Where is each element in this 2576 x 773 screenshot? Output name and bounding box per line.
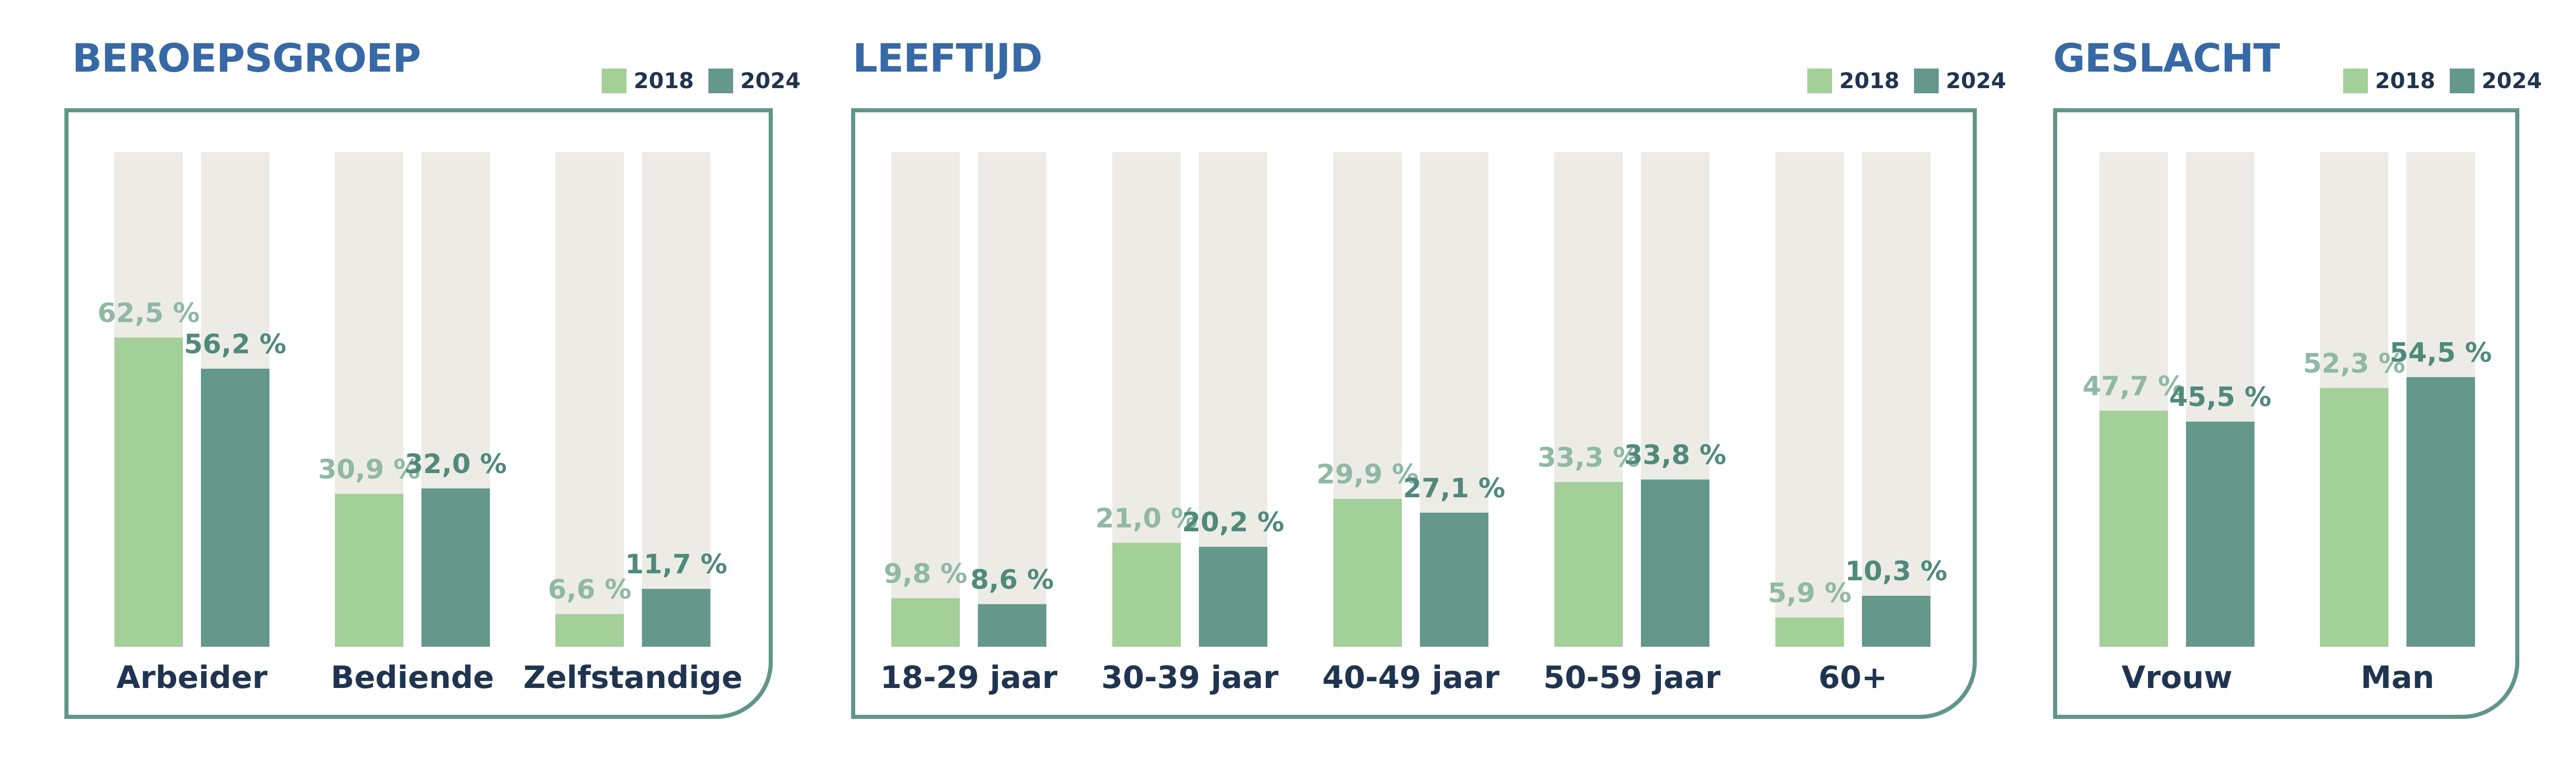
legend-item-2024: 2024: [708, 68, 801, 93]
data-label-2024: 10,3 %: [1845, 556, 1947, 587]
chart-frame-leeftijd: [851, 108, 1977, 719]
bar-2024: [201, 368, 269, 647]
data-label-2018: 30,9 %: [318, 454, 420, 485]
legend-label-2024: 2024: [2481, 68, 2542, 93]
bar-2024: [1862, 596, 1930, 647]
legend-label-2018: 2018: [634, 68, 694, 93]
legend-label-2024: 2024: [740, 68, 801, 93]
legend-swatch-2018: [1807, 68, 1832, 93]
data-label-2018: 6,6 %: [548, 575, 631, 606]
data-label-2018: 52,3 %: [2303, 348, 2405, 379]
panel-title-geslacht: GESLACHT: [2053, 35, 2280, 81]
category-label: 60+: [1819, 660, 1888, 696]
bar-2024: [2186, 422, 2255, 647]
data-label-2024: 33,8 %: [1624, 440, 1726, 471]
bar-2024: [2406, 377, 2475, 647]
data-label-2018: 21,0 %: [1095, 503, 1198, 534]
bar-2018: [335, 494, 403, 647]
legend-label-2018: 2018: [1839, 68, 1900, 93]
category-label: Vrouw: [2122, 660, 2232, 696]
bar-2024: [1199, 547, 1267, 647]
chart-frame-geslacht: [2053, 108, 2519, 719]
bar-2018: [114, 338, 183, 647]
data-label-2024: 56,2 %: [184, 329, 286, 360]
data-label-2018: 5,9 %: [1768, 578, 1851, 609]
bar-track-2018: [891, 152, 960, 647]
bar-2018: [2099, 411, 2168, 647]
bar-track-2018: [555, 152, 624, 647]
bar-2024: [421, 488, 490, 647]
bar-2018: [1775, 617, 1844, 647]
legend-swatch-2024: [2449, 68, 2475, 93]
bar-2018: [555, 614, 624, 647]
category-label: Zelfstandige: [523, 660, 743, 696]
category-label: 40-49 jaar: [1323, 660, 1500, 696]
bar-2018: [2320, 388, 2388, 647]
bar-track-2024: [1862, 152, 1930, 647]
category-label: Man: [2361, 660, 2434, 696]
data-label-2024: 27,1 %: [1403, 473, 1505, 504]
data-label-2018: 47,7 %: [2082, 371, 2185, 402]
legend-beroepsgroep: 2018 2024: [587, 68, 801, 93]
bar-track-2018: [1775, 152, 1844, 647]
legend-swatch-2024: [708, 68, 733, 93]
legend-leeftijd: 2018 2024: [1793, 68, 2006, 93]
panel-leeftijd: LEEFTIJD 2018 2024 9,8 % 8,6 % 18-29 jaar 2…: [851, 35, 2006, 719]
bar-2018: [1554, 482, 1623, 647]
data-label-2018: 9,8 %: [884, 559, 967, 590]
legend-item-2024: 2024: [1913, 68, 2006, 93]
legend-item-2018: 2018: [2343, 68, 2435, 93]
legend-swatch-2024: [1913, 68, 1939, 93]
bar-2024: [1420, 512, 1488, 647]
category-label: 50-59 jaar: [1544, 660, 1721, 696]
data-label-2018: 62,5 %: [97, 298, 200, 329]
bar-2024: [1641, 479, 1709, 647]
legend-item-2018: 2018: [602, 68, 694, 93]
legend-label-2024: 2024: [1945, 68, 2006, 93]
data-label-2024: 20,2 %: [1182, 507, 1284, 538]
chart-frame-beroepsgroep: [64, 108, 773, 719]
data-label-2018: 29,9 %: [1316, 459, 1419, 490]
bar-track-2024: [978, 152, 1046, 647]
category-label: 18-29 jaar: [880, 660, 1058, 696]
bar-2024: [642, 589, 710, 647]
bar-2018: [1333, 498, 1402, 647]
category-label: Arbeider: [116, 660, 268, 696]
legend-item-2024: 2024: [2449, 68, 2542, 93]
bar-2018: [891, 598, 960, 647]
data-label-2018: 33,3 %: [1537, 442, 1640, 473]
legend-geslacht: 2018 2024: [2329, 68, 2542, 93]
legend-swatch-2018: [2343, 68, 2368, 93]
category-label: Bediende: [331, 660, 494, 696]
panel-beroepsgroep: BEROEPSGROEP 2018 2024 62,5 % 56,2 % Arbei…: [0, 0, 801, 773]
legend-swatch-2018: [602, 68, 626, 93]
panel-title-beroepsgroep: BEROEPSGROEP: [72, 35, 421, 81]
bar-2018: [1112, 543, 1181, 647]
bar-track-2024: [642, 152, 710, 647]
data-label-2024: 8,6 %: [970, 564, 1054, 595]
data-label-2024: 11,7 %: [625, 549, 727, 580]
legend-item-2018: 2018: [1807, 68, 1900, 93]
bar-2024: [978, 604, 1046, 647]
panel-title-leeftijd: LEEFTIJD: [853, 35, 1043, 81]
data-label-2024: 32,0 %: [404, 449, 507, 480]
data-label-2024: 54,5 %: [2389, 338, 2492, 368]
category-label: 30-39 jaar: [1101, 660, 1279, 696]
legend-label-2018: 2018: [2375, 68, 2435, 93]
data-label-2024: 45,5 %: [2169, 382, 2272, 413]
